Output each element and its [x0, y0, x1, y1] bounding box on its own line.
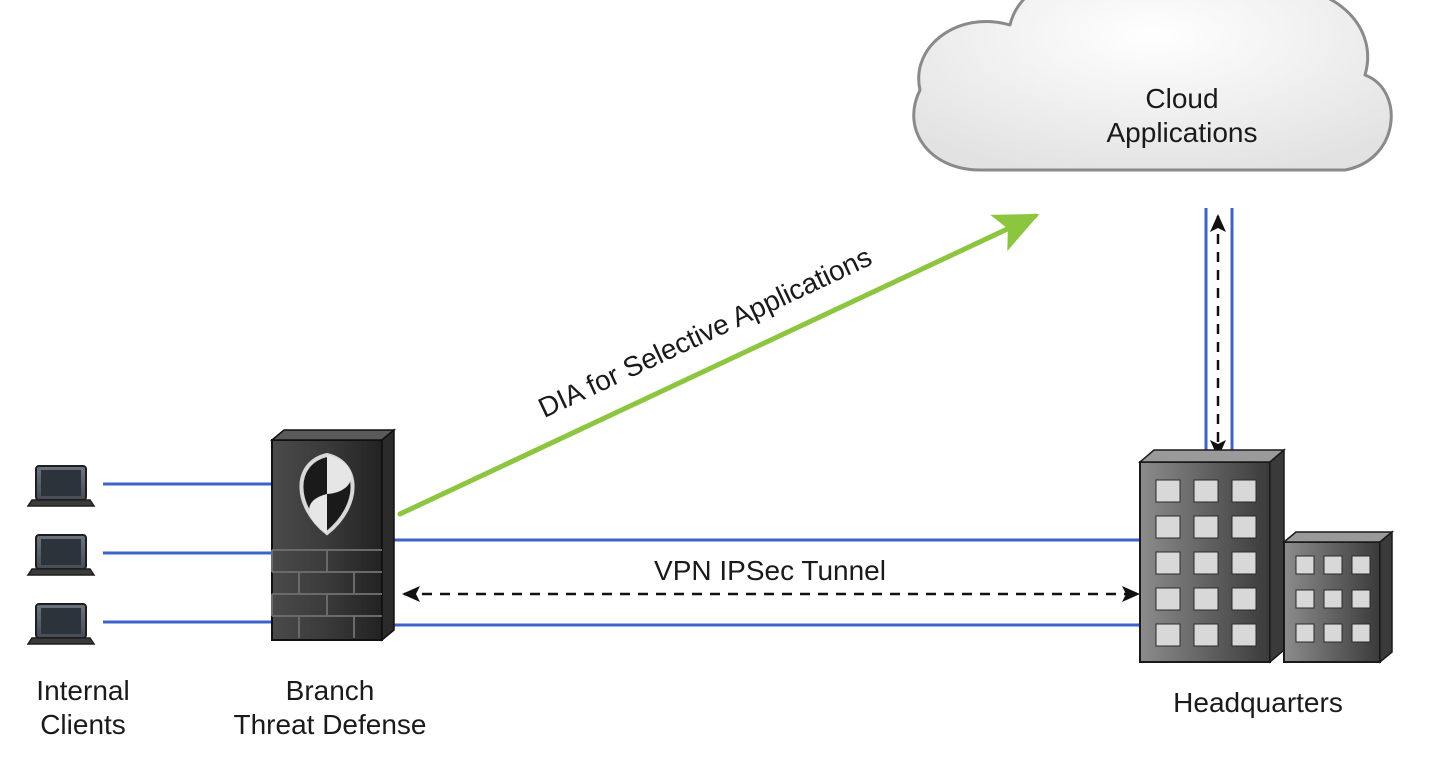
- client-links: [103, 484, 274, 622]
- label-cloud-1: Cloud: [1145, 83, 1218, 114]
- label-internal-clients-1: Internal: [36, 675, 129, 706]
- label-cloud-2: Applications: [1107, 117, 1258, 148]
- diagram-canvas: Internal Clients Branch Threat Defense H…: [0, 0, 1432, 758]
- dia-link: [400, 216, 1035, 514]
- headquarters-icon: [1140, 450, 1392, 662]
- label-branch-2: Threat Defense: [234, 709, 427, 740]
- cloud-hq-link: [1206, 208, 1232, 462]
- label-vpn: VPN IPSec Tunnel: [654, 555, 886, 586]
- branch-threat-defense: [272, 430, 394, 640]
- label-headquarters: Headquarters: [1173, 687, 1343, 718]
- internal-clients: [28, 466, 94, 644]
- label-branch-1: Branch: [286, 675, 375, 706]
- label-internal-clients-2: Clients: [40, 709, 126, 740]
- label-dia: DIA for Selective Applications: [534, 241, 877, 424]
